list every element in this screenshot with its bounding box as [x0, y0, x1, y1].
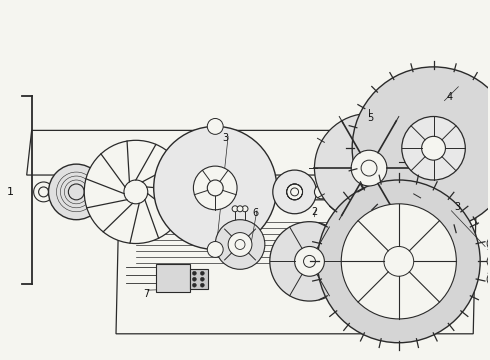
Circle shape [384, 247, 414, 276]
Circle shape [69, 184, 84, 200]
Text: 5: 5 [367, 113, 373, 123]
Circle shape [207, 180, 223, 196]
Circle shape [352, 67, 490, 230]
Circle shape [315, 185, 328, 199]
Polygon shape [116, 200, 476, 334]
Circle shape [315, 113, 424, 223]
Circle shape [200, 277, 204, 281]
Circle shape [270, 222, 349, 301]
Circle shape [53, 189, 59, 195]
Circle shape [487, 272, 490, 286]
Circle shape [294, 247, 324, 276]
Text: 2: 2 [312, 207, 318, 217]
Circle shape [291, 188, 298, 196]
Circle shape [487, 255, 490, 268]
Circle shape [421, 136, 445, 160]
Text: 4: 4 [446, 92, 453, 102]
Circle shape [207, 118, 223, 134]
Text: 3: 3 [454, 202, 461, 212]
Polygon shape [26, 130, 458, 175]
Circle shape [215, 220, 265, 269]
Circle shape [273, 170, 317, 214]
Circle shape [193, 283, 196, 287]
Circle shape [232, 206, 238, 212]
Circle shape [303, 255, 316, 267]
Text: 6: 6 [252, 208, 258, 218]
Circle shape [237, 206, 243, 212]
Circle shape [235, 239, 245, 249]
Circle shape [207, 242, 223, 257]
Circle shape [327, 187, 337, 197]
Circle shape [49, 164, 104, 220]
Circle shape [39, 187, 49, 197]
Circle shape [402, 117, 465, 180]
Circle shape [200, 271, 204, 275]
Circle shape [242, 206, 248, 212]
Circle shape [200, 283, 204, 287]
Circle shape [84, 140, 188, 243]
Circle shape [341, 204, 456, 319]
Circle shape [194, 166, 237, 210]
Circle shape [154, 126, 277, 249]
Circle shape [351, 150, 387, 186]
Bar [191, 269, 208, 289]
Text: 7: 7 [143, 289, 149, 299]
Circle shape [50, 186, 62, 198]
Text: 1: 1 [7, 187, 14, 197]
Bar [156, 264, 191, 292]
Text: 3: 3 [222, 133, 228, 143]
Circle shape [487, 237, 490, 251]
Circle shape [34, 182, 53, 202]
Circle shape [124, 180, 148, 204]
Circle shape [193, 271, 196, 275]
Circle shape [228, 233, 252, 256]
Circle shape [361, 160, 377, 176]
Circle shape [193, 277, 196, 281]
Circle shape [287, 184, 302, 200]
Circle shape [318, 180, 480, 343]
